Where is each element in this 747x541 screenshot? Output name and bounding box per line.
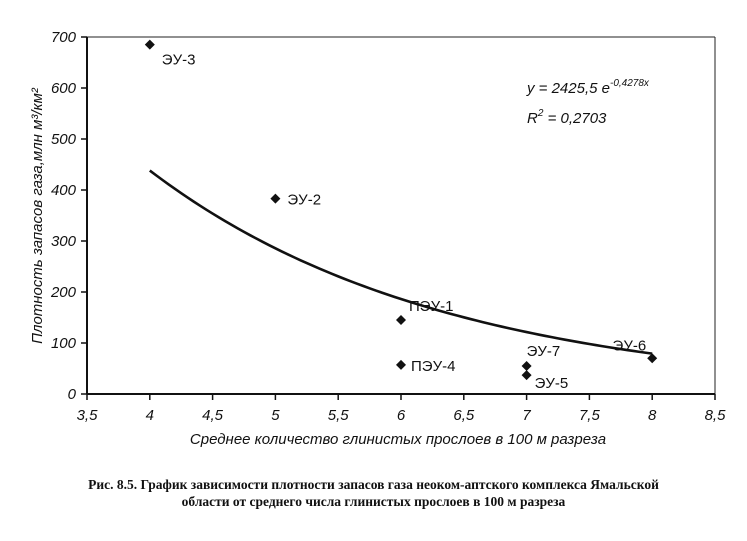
x-tick-label: 6,5 (453, 407, 475, 424)
x-tick-label: 6 (397, 407, 406, 424)
caption-line-2: области от среднего числа глинистых прос… (181, 494, 566, 509)
x-tick-label: 5 (271, 407, 280, 424)
data-point-marker (270, 193, 281, 204)
trendline-path (149, 169, 653, 355)
y-tick-label: 400 (51, 182, 77, 199)
data-point-label: ЭУ-2 (287, 192, 321, 209)
x-tick-label: 7,5 (579, 407, 601, 424)
x-axis-ticks: 3,5 4 4,5 5 5,5 6 6,5 7 7,5 8 8,5 (77, 394, 727, 424)
trendline (149, 169, 653, 355)
y-tick-label: 0 (68, 386, 77, 403)
data-point-marker (396, 359, 406, 370)
y-axis-title: Плотность запасов газа,млн м³/км² (29, 87, 46, 344)
data-point-label: ЭУ-6 (613, 337, 647, 354)
chart: 3,5 4 4,5 5 5,5 6 6,5 7 7,5 8 8,5 0 100 200 300 400 500… (29, 29, 727, 448)
x-tick-label: 3,5 (77, 407, 99, 424)
x-tick-label: 8,5 (705, 407, 727, 424)
y-tick-label: 700 (51, 29, 77, 46)
y-tick-label: 300 (51, 233, 77, 250)
y-tick-label: 500 (51, 131, 77, 148)
x-tick-label: 5,5 (328, 407, 350, 424)
x-tick-label: 4,5 (202, 407, 224, 424)
data-point-label: ПЭУ-4 (411, 358, 455, 375)
y-tick-label: 600 (51, 80, 77, 97)
data-point-marker (396, 315, 406, 326)
data-point-label: ПЭУ-1 (409, 298, 453, 315)
y-tick-label: 200 (50, 284, 77, 301)
y-axis-ticks: 0 100 200 300 400 500 600 700 (50, 29, 87, 403)
x-tick-label: 7 (522, 407, 531, 424)
data-point-label: ЭУ-5 (535, 375, 569, 392)
data-point-label: ЭУ-7 (527, 343, 561, 360)
data-point-label: ЭУ-3 (162, 52, 196, 69)
r-squared-text: R2 = 0,2703 (527, 108, 607, 127)
figure-caption: Рис. 8.5. График зависимости плотности з… (0, 476, 747, 510)
x-tick-label: 4 (146, 407, 154, 424)
data-point-marker (647, 353, 658, 364)
x-tick-label: 8 (648, 407, 657, 424)
trend-equation: y = 2425,5 e-0,4278x R2 = 0,2703 (526, 78, 650, 127)
y-tick-label: 100 (51, 335, 77, 352)
data-point-marker (521, 370, 532, 381)
data-points: ЭУ-3 ЭУ-2 ПЭУ-1 ПЭУ-4 ЭУ-7 ЭУ-5 ЭУ-6 (144, 39, 658, 392)
data-point-marker (521, 360, 532, 371)
caption-line-1: Рис. 8.5. График зависимости плотности з… (88, 477, 659, 492)
data-point-marker (144, 39, 155, 50)
equation-text: y = 2425,5 e-0,4278x (526, 78, 650, 97)
x-axis-title: Среднее количество глинистых прослоев в … (190, 431, 606, 448)
